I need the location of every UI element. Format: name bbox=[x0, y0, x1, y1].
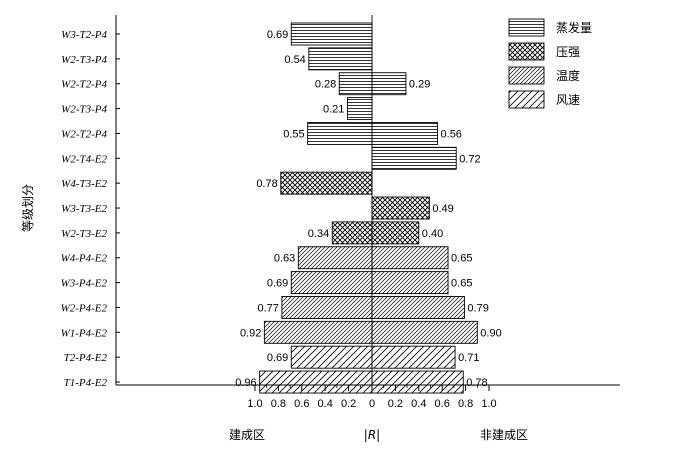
x-tick-label-9: 0.8 bbox=[458, 398, 473, 410]
bar-left-13-t2-p4-e2 bbox=[290, 345, 373, 369]
x-axis-title-center: |R| bbox=[364, 428, 380, 442]
category-label-11: W2-P4-E2 bbox=[61, 302, 108, 314]
bar-right-2-w2-t2-p4 bbox=[371, 72, 407, 96]
data-label-left-11: 0.77 bbox=[257, 302, 278, 314]
x-tick-label-3: 0.4 bbox=[318, 398, 333, 410]
y-ticks-group bbox=[116, 33, 120, 383]
category-label-3: W2-T3-P4 bbox=[61, 104, 107, 116]
category-label-1: W2-T3-P4 bbox=[61, 54, 107, 66]
bar-right-14-t1-p4-e2 bbox=[371, 370, 464, 394]
bar-left-2-w2-t2-p4 bbox=[338, 72, 373, 96]
bar-right-4-w2-t2-p4 bbox=[371, 121, 438, 145]
x-ticks-group: 1.0 0.8 0.6 0.4 0.2 0 0.2 0.4 0.6 0.8 1.0 bbox=[247, 385, 497, 410]
category-label-14: T1-P4-E2 bbox=[64, 377, 108, 389]
bar-left-6-w4-t3-e2 bbox=[280, 171, 373, 195]
data-label-right-5: 0.72 bbox=[459, 153, 480, 165]
bar-left-8-w2-t3-e2 bbox=[331, 221, 373, 245]
data-label-left-2: 0.28 bbox=[315, 79, 336, 91]
bar-right-13-t2-p4-e2 bbox=[371, 345, 456, 369]
bar-left-11-w2-p4-e2 bbox=[281, 296, 373, 319]
bar-left-14-t1-p4-e2 bbox=[259, 370, 373, 394]
data-label-right-7: 0.49 bbox=[432, 203, 453, 215]
bar-right-9-w4-p4-e2 bbox=[371, 246, 449, 270]
data-label-left-4: 0.55 bbox=[283, 128, 304, 140]
x-axis-title-right: 非建成区 bbox=[480, 428, 528, 442]
data-label-left-1: 0.54 bbox=[284, 54, 305, 66]
data-label-right-10: 0.65 bbox=[451, 278, 472, 290]
x-tick-label-7: 0.4 bbox=[411, 398, 426, 410]
bar-left-0-w3-t2-p4 bbox=[290, 22, 373, 46]
category-label-2: W2-T2-P4 bbox=[61, 79, 107, 91]
data-label-right-12: 0.90 bbox=[480, 327, 501, 339]
category-labels-group: W3-T2-P4 W2-T3-P4 W2-T2-P4 W2-T3-P4 W2-T2-P4… bbox=[61, 29, 108, 389]
data-label-left-3: 0.21 bbox=[323, 104, 344, 116]
bar-left-9-w4-p4-e2 bbox=[297, 246, 373, 270]
data-label-left-8: 0.34 bbox=[308, 228, 329, 240]
x-tick-label-5: 0 bbox=[369, 398, 375, 410]
category-label-0: W3-T2-P4 bbox=[61, 29, 107, 41]
value-labels-group: 0.69 0.54 0.28 0.29 0.21 0.55 0.56 0.72 0.78 0.49… bbox=[235, 29, 501, 389]
bar-right-11-w2-p4-e2 bbox=[371, 296, 465, 319]
bar-left-3-w2-t3-p4 bbox=[346, 97, 373, 121]
data-label-left-10: 0.69 bbox=[267, 278, 288, 290]
x-tick-label-10: 1.0 bbox=[481, 398, 496, 410]
data-label-left-12: 0.92 bbox=[240, 327, 261, 339]
category-label-12: W1-P4-E2 bbox=[61, 327, 108, 339]
data-label-left-14: 0.96 bbox=[235, 377, 256, 389]
bar-right-7-w3-t3-e2 bbox=[371, 196, 430, 220]
category-label-8: W2-T3-E2 bbox=[61, 228, 107, 240]
bar-right-12-w1-p4-e2 bbox=[371, 320, 478, 344]
legend-label-1: 压强 bbox=[556, 45, 580, 59]
legend-swatch-0 bbox=[508, 18, 545, 37]
bar-left-12-w1-p4-e2 bbox=[263, 320, 373, 344]
x-tick-label-0: 1.0 bbox=[247, 398, 262, 410]
category-label-4: W2-T2-P4 bbox=[61, 128, 107, 140]
category-label-13: T2-P4-E2 bbox=[64, 352, 108, 364]
x-tick-label-1: 0.8 bbox=[271, 398, 286, 410]
x-tick-label-4: 0.2 bbox=[341, 398, 356, 410]
data-label-left-13: 0.69 bbox=[267, 352, 288, 364]
x-axis-title-left: 建成区 bbox=[229, 428, 265, 442]
data-label-right-11: 0.79 bbox=[467, 302, 488, 314]
data-label-right-14: 0.78 bbox=[466, 377, 487, 389]
x-tick-label-2: 0.6 bbox=[294, 398, 309, 410]
category-label-9: W4-P4-E2 bbox=[61, 253, 108, 265]
bar-left-10-w3-p4-e2 bbox=[290, 271, 373, 295]
bar-left-4-w2-t2-p4 bbox=[307, 121, 373, 145]
x-tick-label-6: 0.2 bbox=[388, 398, 403, 410]
data-label-right-2: 0.29 bbox=[409, 79, 430, 91]
x-tick-label-8: 0.6 bbox=[435, 398, 450, 410]
data-label-left-6: 0.78 bbox=[256, 178, 277, 190]
legend-swatch-1 bbox=[508, 42, 545, 61]
data-label-right-9: 0.65 bbox=[451, 253, 472, 265]
data-label-left-0: 0.69 bbox=[267, 29, 288, 41]
category-label-5: W2-T4-E2 bbox=[61, 153, 107, 165]
bar-left-1-w2-t3-p4 bbox=[308, 47, 373, 71]
data-label-left-9: 0.63 bbox=[274, 253, 295, 265]
data-label-right-8: 0.40 bbox=[422, 228, 443, 240]
legend-label-3: 风速 bbox=[556, 93, 580, 107]
legend-label-2: 温度 bbox=[556, 68, 580, 83]
category-label-7: W3-T3-E2 bbox=[61, 203, 107, 215]
data-label-right-13: 0.71 bbox=[458, 352, 479, 364]
data-label-right-4: 0.56 bbox=[441, 128, 462, 140]
legend-label-0: 蒸发量 bbox=[556, 20, 592, 35]
bar-right-8-w2-t3-e2 bbox=[371, 221, 420, 245]
bar-right-10-w3-p4-e2 bbox=[371, 271, 449, 295]
legend-swatch-2 bbox=[508, 66, 545, 85]
category-label-6: W4-T3-E2 bbox=[61, 178, 107, 190]
y-axis-title: 等级划分 bbox=[21, 184, 35, 232]
category-label-10: W3-P4-E2 bbox=[61, 278, 108, 290]
bar-right-5-w2-t4-e2 bbox=[371, 146, 457, 170]
legend-swatch-3 bbox=[508, 90, 545, 109]
